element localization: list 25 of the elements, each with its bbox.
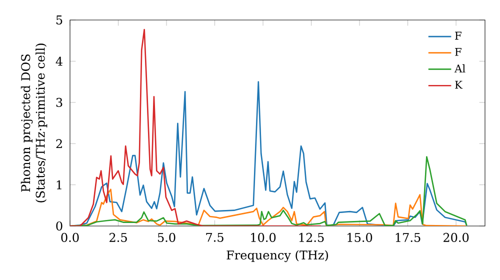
legend-label: F: [455, 32, 462, 40]
y-tick-label: 2: [56, 139, 62, 148]
x-tick-label: 5.0: [158, 232, 176, 242]
y-tick-label: 0: [56, 221, 62, 231]
x-tick-label: 17.5: [396, 232, 420, 242]
legend-label: Al: [454, 64, 466, 72]
line-series: [70, 28, 322, 226]
y-tick-label: 4: [56, 56, 62, 66]
y-tick-label: 5: [56, 16, 62, 24]
line-series: [70, 156, 468, 226]
x-tick-label: 10.0: [251, 232, 276, 242]
x-tick-label: 2.5: [110, 232, 127, 242]
y-axis-title: Phonon projected DOS (States/THz·primitive cell): [20, 44, 48, 202]
line-series: [70, 81, 468, 226]
x-tick-label: 20.0: [444, 232, 469, 242]
x-tick-label: 15.0: [348, 232, 372, 242]
y-tick-label: 1: [56, 180, 62, 190]
y-tick-label: 3: [56, 98, 62, 107]
line-series: [70, 188, 466, 226]
x-axis-title: Frequency (THz): [226, 250, 328, 262]
legend-label: F: [455, 48, 462, 56]
legend-label: K: [455, 80, 463, 89]
x-tick-label: 12.5: [299, 232, 324, 242]
x-tick-label: 0.0: [61, 232, 79, 242]
x-tick-label: 7.5: [206, 232, 224, 242]
